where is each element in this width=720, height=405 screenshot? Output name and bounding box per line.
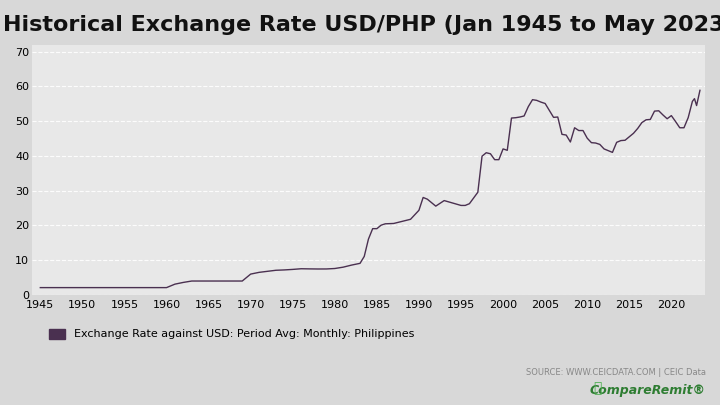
Legend: Exchange Rate against USD: Period Avg: Monthly: Philippines: Exchange Rate against USD: Period Avg: M… [44, 324, 419, 344]
Text: SOURCE: WWW.CEICDATA.COM | CEIC Data: SOURCE: WWW.CEICDATA.COM | CEIC Data [526, 368, 706, 377]
Text: CompareRemit®: CompareRemit® [590, 384, 706, 397]
Text: Ⓢ: Ⓢ [593, 381, 601, 395]
Title: Historical Exchange Rate USD/PHP (Jan 1945 to May 2023): Historical Exchange Rate USD/PHP (Jan 19… [3, 15, 720, 35]
